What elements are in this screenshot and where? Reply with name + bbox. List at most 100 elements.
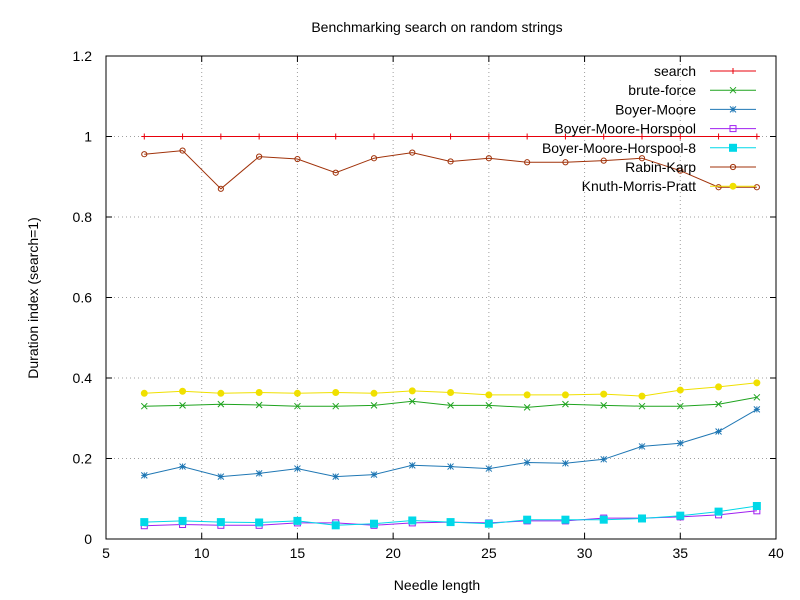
data-point-boyer-moore <box>294 465 301 472</box>
legend-label-boyer-moore-horspool: Boyer-Moore-Horspool <box>554 121 696 137</box>
data-point-brute-force <box>179 402 186 409</box>
data-point-knuth-morris-pratt <box>561 391 569 399</box>
legend-marker-boyer-moore <box>729 106 737 113</box>
x-tick-label: 10 <box>194 545 210 561</box>
data-point-brute-force <box>485 402 493 409</box>
legend-label-boyer-moore: Boyer-Moore <box>615 101 696 117</box>
data-point-rabin-karp <box>179 147 186 154</box>
x-tick-label: 5 <box>102 545 110 561</box>
chart-title: Benchmarking search on random strings <box>311 19 562 35</box>
legend-marker-boyer-moore-horspool-8 <box>729 143 737 152</box>
data-point-search <box>715 133 722 140</box>
legend-entry-search: search <box>654 63 756 79</box>
data-point-knuth-morris-pratt <box>600 390 608 398</box>
data-point-rabin-karp <box>294 155 301 163</box>
data-point-search <box>524 133 531 140</box>
data-point-brute-force <box>447 402 454 409</box>
data-point-boyer-moore-horspool-8 <box>676 511 685 520</box>
data-point-search <box>753 133 760 140</box>
data-point-search <box>141 133 148 140</box>
data-point-knuth-morris-pratt <box>638 392 646 400</box>
legend-entry-knuth-morris-pratt: Knuth-Morris-Pratt <box>582 178 756 194</box>
legend-marker-search <box>730 68 736 74</box>
data-point-boyer-moore-horspool-8 <box>216 518 225 527</box>
data-point-boyer-moore <box>676 439 684 447</box>
data-point-rabin-karp <box>677 167 684 174</box>
data-point-brute-force <box>715 400 722 408</box>
data-point-knuth-morris-pratt <box>753 379 761 387</box>
data-point-rabin-karp <box>485 155 492 162</box>
data-point-brute-force <box>332 402 340 410</box>
data-point-search <box>447 133 454 140</box>
data-point-knuth-morris-pratt <box>140 389 148 397</box>
x-tick-label: 20 <box>385 545 401 561</box>
legend-entry-brute-force: brute-force <box>628 82 756 98</box>
x-tick-label: 40 <box>768 545 784 561</box>
data-point-boyer-moore <box>753 406 761 413</box>
data-point-boyer-moore <box>179 463 186 470</box>
data-point-rabin-karp <box>562 159 569 166</box>
data-point-brute-force <box>562 400 569 408</box>
x-tick-label: 25 <box>481 545 497 561</box>
data-point-brute-force <box>408 397 416 405</box>
data-point-knuth-morris-pratt <box>676 386 684 394</box>
y-tick-label: 0.6 <box>73 290 93 306</box>
data-point-boyer-moore-horspool-8 <box>408 516 417 525</box>
data-point-boyer-moore-horspool-8 <box>140 518 149 527</box>
data-point-boyer-moore-horspool-8 <box>561 515 570 524</box>
data-point-boyer-moore <box>485 465 493 472</box>
y-tick-label: 1 <box>84 129 92 145</box>
legend-entry-boyer-moore: Boyer-Moore <box>615 101 756 117</box>
data-point-boyer-moore <box>523 459 531 466</box>
legend-marker-brute-force <box>729 86 737 94</box>
data-point-boyer-moore-horspool-8 <box>523 515 532 524</box>
data-point-knuth-morris-pratt <box>179 387 187 395</box>
data-point-boyer-moore <box>715 428 722 435</box>
data-point-boyer-moore <box>332 473 340 480</box>
data-point-search <box>332 133 339 140</box>
data-point-boyer-moore-horspool-8 <box>638 514 646 523</box>
data-point-boyer-moore-horspool-8 <box>370 519 378 528</box>
data-point-boyer-moore-horspool-8 <box>484 519 493 528</box>
data-point-rabin-karp <box>753 184 760 191</box>
data-point-boyer-moore <box>370 471 378 478</box>
data-point-boyer-moore-horspool-8 <box>255 518 264 527</box>
data-point-search <box>639 133 645 140</box>
legend-label-brute-force: brute-force <box>628 82 696 98</box>
data-point-knuth-morris-pratt <box>370 389 378 397</box>
series-boyer-moore-horspool-8 <box>140 501 761 530</box>
data-point-rabin-karp <box>638 155 646 162</box>
data-point-boyer-moore-horspool-8 <box>752 501 761 510</box>
series-boyer-moore <box>140 406 761 480</box>
legend-label-knuth-morris-pratt: Knuth-Morris-Pratt <box>582 178 696 194</box>
data-point-boyer-moore <box>447 463 454 470</box>
x-tick-label: 15 <box>290 545 306 561</box>
data-point-boyer-moore <box>562 459 569 467</box>
data-point-rabin-karp <box>447 158 454 165</box>
x-axis-label: Needle length <box>394 577 480 593</box>
data-point-knuth-morris-pratt <box>485 391 493 399</box>
data-point-search <box>562 133 569 140</box>
data-point-boyer-moore-horspool-8 <box>178 516 187 525</box>
y-tick-label: 1.2 <box>73 48 93 64</box>
legend: search brute-force Boyer-Moore Boyer-Moore-… <box>542 63 756 194</box>
y-tick-label: 0.4 <box>73 370 93 386</box>
data-point-knuth-morris-pratt <box>447 388 455 396</box>
y-tick-label: 0.8 <box>73 209 93 225</box>
data-point-rabin-karp <box>217 185 224 192</box>
data-point-search <box>179 133 186 140</box>
data-point-rabin-karp <box>256 153 263 160</box>
series-knuth-morris-pratt <box>140 379 761 400</box>
x-tick-label: 35 <box>672 545 688 561</box>
data-point-brute-force <box>753 393 761 401</box>
data-point-brute-force <box>294 402 301 410</box>
data-point-boyer-moore-horspool-8 <box>293 516 302 525</box>
data-point-search <box>600 133 607 140</box>
data-point-search <box>217 133 224 140</box>
data-point-brute-force <box>676 402 684 410</box>
data-point-knuth-morris-pratt <box>332 388 340 396</box>
data-point-boyer-moore-horspool-8 <box>714 507 723 516</box>
data-point-boyer-moore-horspool-8 <box>331 521 340 530</box>
data-point-boyer-moore <box>255 470 263 477</box>
